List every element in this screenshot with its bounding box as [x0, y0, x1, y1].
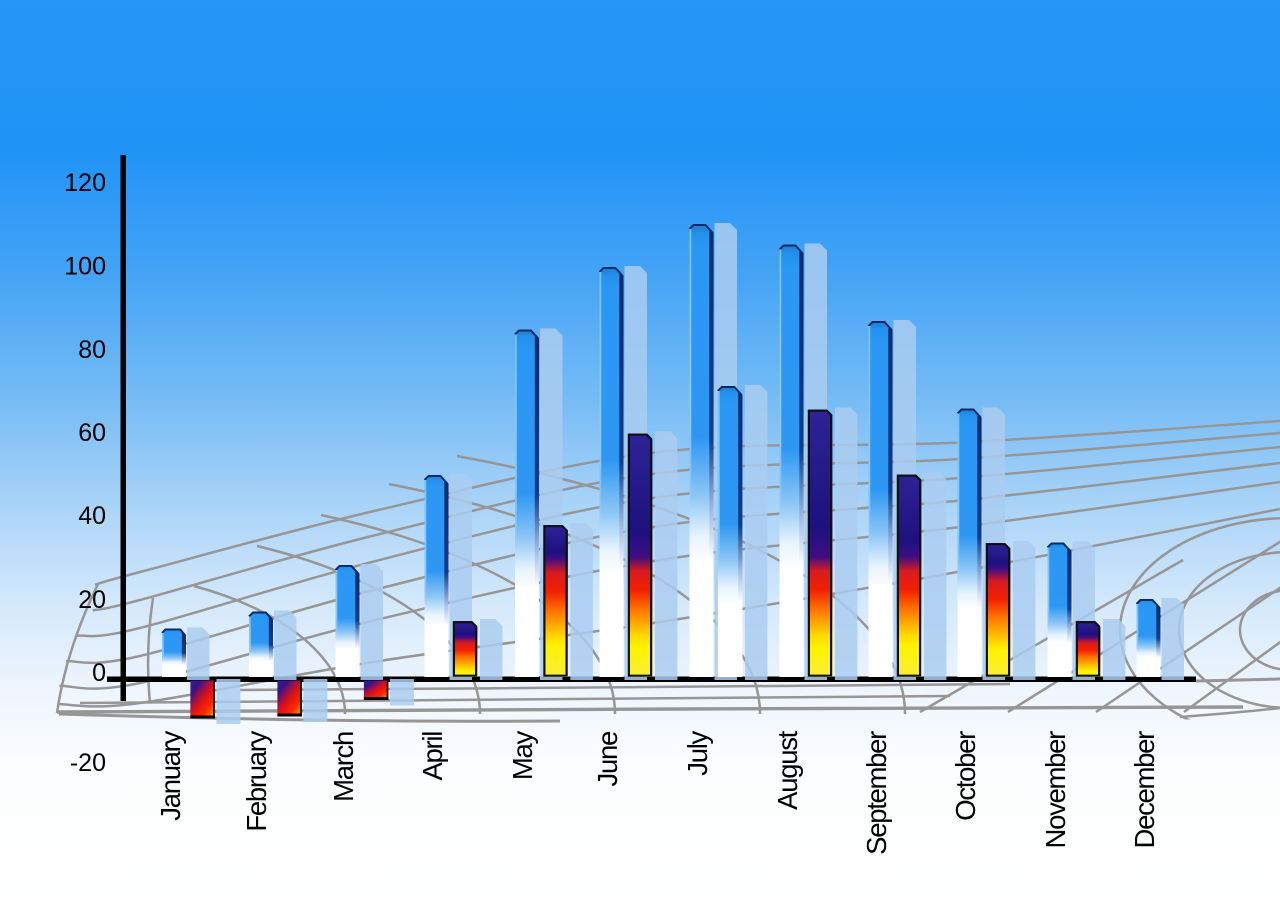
svg-text:April: April [417, 732, 448, 781]
svg-text:0: 0 [92, 659, 106, 687]
svg-text:100: 100 [64, 253, 106, 281]
svg-text:September: September [861, 731, 892, 855]
svg-text:December: December [1129, 731, 1160, 849]
svg-text:August: August [772, 730, 803, 809]
svg-text:60: 60 [78, 419, 106, 447]
svg-text:November: November [1040, 731, 1071, 849]
svg-text:40: 40 [78, 502, 106, 530]
svg-text:May: May [507, 730, 538, 780]
svg-text:October: October [950, 731, 981, 821]
svg-text:June: June [592, 731, 623, 786]
svg-text:20: 20 [78, 586, 106, 614]
svg-text:July: July [682, 730, 713, 775]
svg-text:March: March [328, 732, 359, 802]
svg-text:February: February [241, 730, 272, 831]
svg-text:-20: -20 [70, 749, 106, 777]
svg-text:120: 120 [64, 169, 106, 197]
svg-text:January: January [155, 730, 186, 820]
svg-text:80: 80 [78, 336, 106, 364]
